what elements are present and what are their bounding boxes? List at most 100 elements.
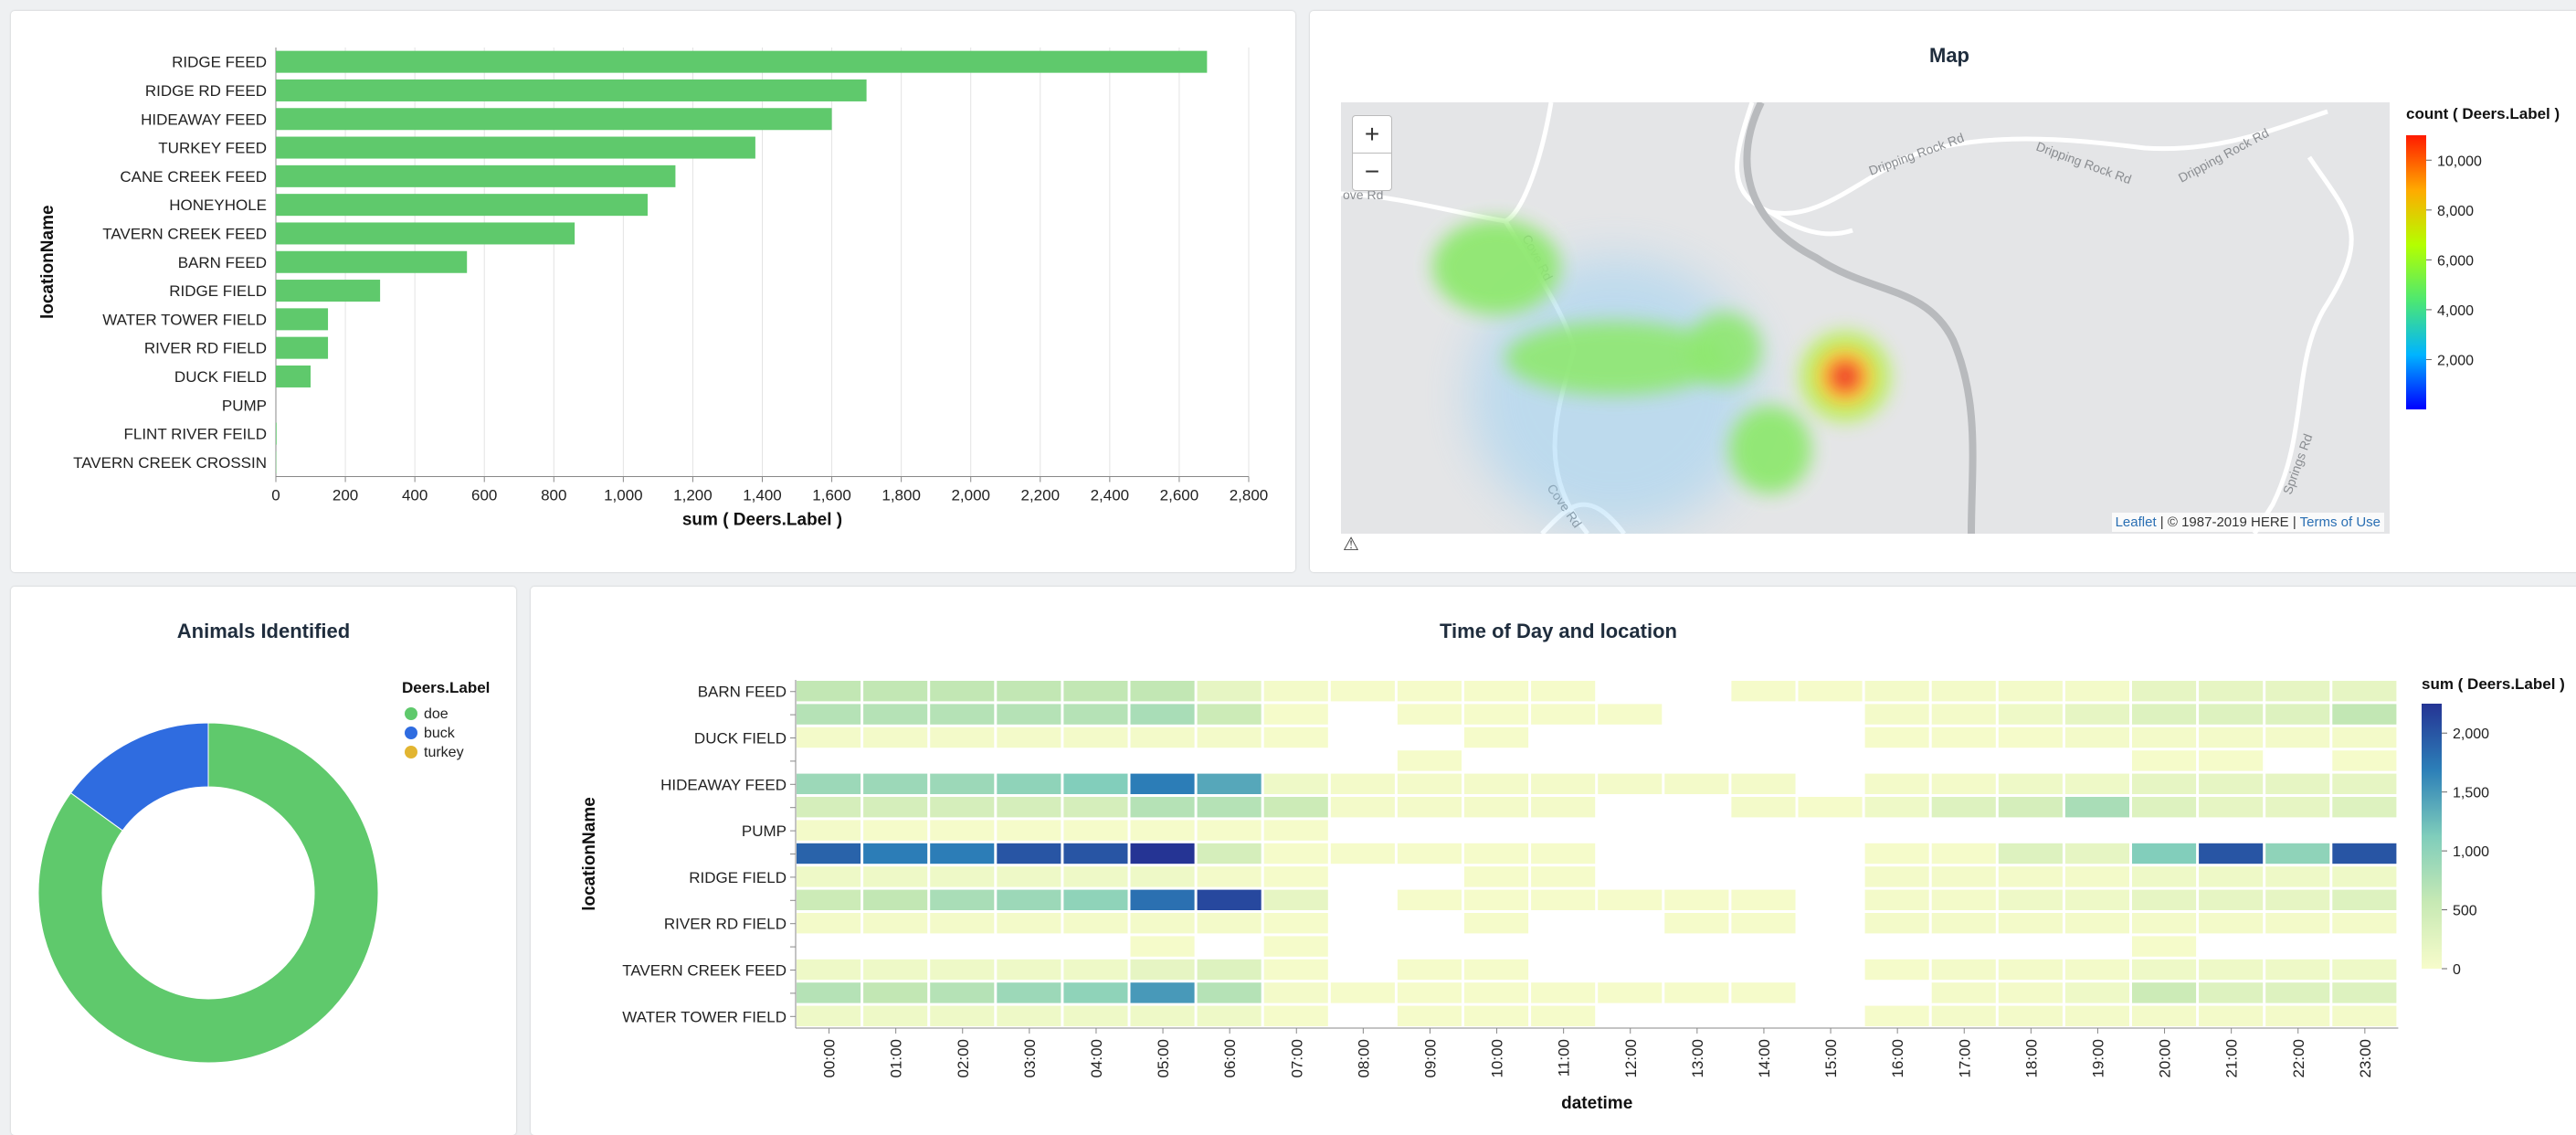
heatmap-cell[interactable] bbox=[1865, 866, 1929, 886]
heatmap-cell[interactable] bbox=[2199, 750, 2263, 770]
heatmap-cell[interactable] bbox=[2332, 1006, 2396, 1026]
heatmap-cell[interactable] bbox=[797, 774, 860, 794]
heatmap-cell[interactable] bbox=[930, 727, 994, 748]
zoom-out-button[interactable]: − bbox=[1352, 153, 1392, 191]
heatmap-cell[interactable] bbox=[797, 982, 860, 1002]
heatmap-cell[interactable] bbox=[1198, 866, 1262, 886]
heatmap-cell[interactable] bbox=[1264, 820, 1328, 840]
heatmap-cell[interactable] bbox=[1865, 797, 1929, 817]
heatmap-cell[interactable] bbox=[1264, 681, 1328, 701]
heatmap-cell[interactable] bbox=[1464, 843, 1528, 864]
heatmap-cell[interactable] bbox=[2332, 681, 2396, 701]
heatmap-cell[interactable] bbox=[2065, 704, 2129, 724]
heatmap-cell[interactable] bbox=[1198, 960, 1262, 980]
bar[interactable] bbox=[276, 366, 311, 387]
heatmap-cell[interactable] bbox=[1999, 913, 2063, 933]
heatmap-cell[interactable] bbox=[863, 866, 927, 886]
heatmap-cell[interactable] bbox=[1999, 704, 2063, 724]
heatmap-cell[interactable] bbox=[1398, 704, 1462, 724]
heatmap-cell[interactable] bbox=[2132, 890, 2196, 910]
heatmap-cell[interactable] bbox=[1063, 866, 1127, 886]
zoom-in-button[interactable]: + bbox=[1352, 115, 1392, 154]
heatmap-cell[interactable] bbox=[863, 797, 927, 817]
heatmap-cell[interactable] bbox=[1198, 727, 1262, 748]
heatmap-cell[interactable] bbox=[1999, 960, 2063, 980]
heatmap-cell[interactable] bbox=[1664, 890, 1728, 910]
heatmap-cell[interactable] bbox=[1598, 982, 1662, 1002]
heatmap-cell[interactable] bbox=[997, 982, 1061, 1002]
heatmap-cell[interactable] bbox=[1198, 774, 1262, 794]
heatmap-cell[interactable] bbox=[1731, 797, 1795, 817]
bar[interactable] bbox=[276, 194, 648, 216]
heatmap-cell[interactable] bbox=[1131, 797, 1195, 817]
heatmap-cell[interactable] bbox=[1531, 797, 1595, 817]
heatmap-cell[interactable] bbox=[1331, 681, 1395, 701]
heatmap-cell[interactable] bbox=[1531, 1006, 1595, 1026]
heatmap-cell[interactable] bbox=[1932, 704, 1996, 724]
heatmap-cell[interactable] bbox=[1331, 797, 1395, 817]
heatmap-cell[interactable] bbox=[997, 704, 1061, 724]
heatmap-cell[interactable] bbox=[1731, 982, 1795, 1002]
heatmap-cell[interactable] bbox=[863, 890, 927, 910]
legend-label-turkey[interactable]: turkey bbox=[424, 745, 464, 760]
heatmap-cell[interactable] bbox=[863, 681, 927, 701]
heatmap-cell[interactable] bbox=[1264, 774, 1328, 794]
heatmap-cell[interactable] bbox=[1598, 890, 1662, 910]
heatmap-cell[interactable] bbox=[1531, 704, 1595, 724]
heatmap-cell[interactable] bbox=[863, 774, 927, 794]
heatmap-cell[interactable] bbox=[1999, 890, 2063, 910]
heatmap-cell[interactable] bbox=[1531, 890, 1595, 910]
heatmap-cell[interactable] bbox=[1131, 913, 1195, 933]
heatmap-cell[interactable] bbox=[1063, 982, 1127, 1002]
heatmap-cell[interactable] bbox=[1398, 1006, 1462, 1026]
heatmap-cell[interactable] bbox=[1464, 960, 1528, 980]
heatmap-cell[interactable] bbox=[2332, 866, 2396, 886]
bar[interactable] bbox=[276, 423, 277, 445]
bar[interactable] bbox=[276, 137, 755, 159]
bar[interactable] bbox=[276, 280, 380, 302]
heatmap-cell[interactable] bbox=[1063, 1006, 1127, 1026]
bar[interactable] bbox=[276, 80, 867, 101]
heatmap-cell[interactable] bbox=[1063, 913, 1127, 933]
heatmap-cell[interactable] bbox=[2199, 797, 2263, 817]
heatmap-cell[interactable] bbox=[2065, 960, 2129, 980]
heatmap-cell[interactable] bbox=[930, 1006, 994, 1026]
heatmap-cell[interactable] bbox=[1598, 774, 1662, 794]
heatmap-cell[interactable] bbox=[1932, 982, 1996, 1002]
bar[interactable] bbox=[276, 165, 675, 187]
heatmap-cell[interactable] bbox=[2332, 843, 2396, 864]
bar[interactable] bbox=[276, 337, 328, 359]
heatmap-cell[interactable] bbox=[863, 727, 927, 748]
heatmap-cell[interactable] bbox=[2132, 797, 2196, 817]
heatmap-cell[interactable] bbox=[1131, 843, 1195, 864]
heatmap-cell[interactable] bbox=[930, 704, 994, 724]
heatmap-cell[interactable] bbox=[1932, 774, 1996, 794]
heatmap-cell[interactable] bbox=[1264, 960, 1328, 980]
heatmap-cell[interactable] bbox=[2132, 866, 2196, 886]
heatmap-cell[interactable] bbox=[1464, 681, 1528, 701]
heatmap-cell[interactable] bbox=[1331, 774, 1395, 794]
heatmap-cell[interactable] bbox=[1131, 820, 1195, 840]
bar[interactable] bbox=[276, 51, 1207, 73]
heatmap-cell[interactable] bbox=[1531, 866, 1595, 886]
heatmap-cell[interactable] bbox=[1398, 681, 1462, 701]
heatmap-cell[interactable] bbox=[997, 960, 1061, 980]
heatmap-cell[interactable] bbox=[997, 890, 1061, 910]
legend-label-doe[interactable]: doe bbox=[424, 706, 449, 722]
heatmap-cell[interactable] bbox=[2332, 913, 2396, 933]
heatmap-cell[interactable] bbox=[2132, 704, 2196, 724]
heatmap-cell[interactable] bbox=[1063, 727, 1127, 748]
heatmap-cell[interactable] bbox=[797, 913, 860, 933]
heatmap-cell[interactable] bbox=[1398, 982, 1462, 1002]
heatmap-cell[interactable] bbox=[863, 704, 927, 724]
heatmap-cell[interactable] bbox=[2265, 982, 2329, 1002]
heatmap-cell[interactable] bbox=[2132, 681, 2196, 701]
heatmap-cell[interactable] bbox=[797, 866, 860, 886]
heatmap-cell[interactable] bbox=[797, 704, 860, 724]
heatmap-cell[interactable] bbox=[1063, 797, 1127, 817]
heatmap-cell[interactable] bbox=[2332, 797, 2396, 817]
heatmap-cell[interactable] bbox=[1264, 704, 1328, 724]
heatmap-cell[interactable] bbox=[1063, 820, 1127, 840]
heatmap-cell[interactable] bbox=[930, 820, 994, 840]
heatmap-cell[interactable] bbox=[1464, 797, 1528, 817]
